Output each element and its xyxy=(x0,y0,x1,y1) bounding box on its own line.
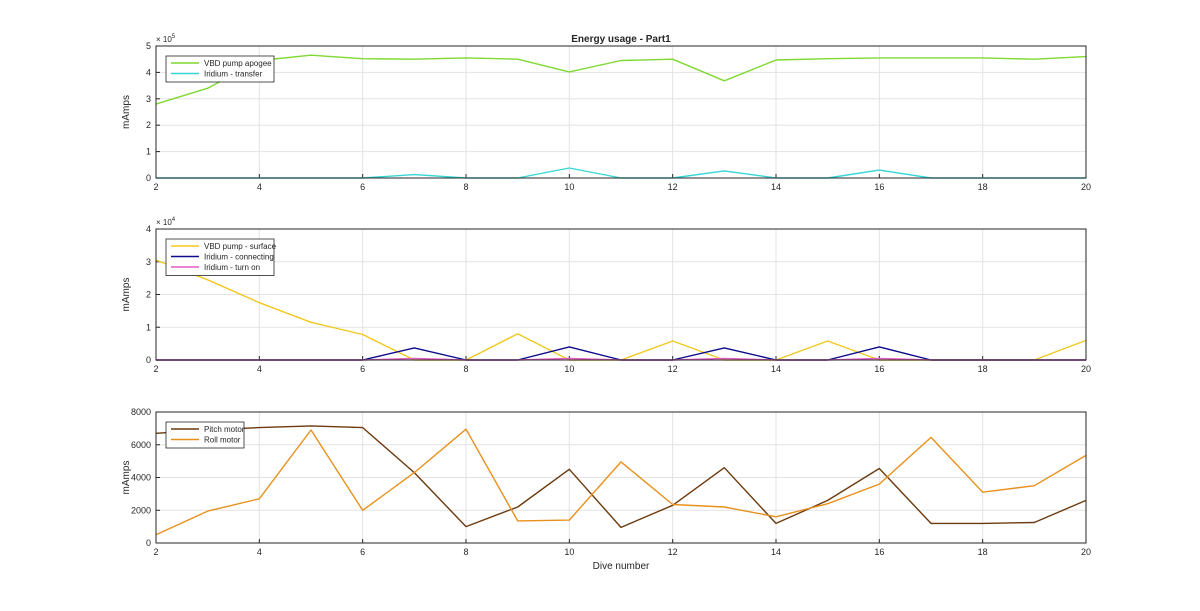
x-tick-label: 20 xyxy=(1081,182,1091,192)
x-tick-label: 6 xyxy=(360,182,365,192)
y-tick-label: 3 xyxy=(146,94,151,104)
x-tick-label: 4 xyxy=(257,547,262,557)
y-tick-label: 1 xyxy=(146,322,151,332)
x-tick-label: 12 xyxy=(668,182,678,192)
x-tick-label: 12 xyxy=(668,547,678,557)
x-tick-label: 10 xyxy=(564,364,574,374)
legend-entry-label: Pitch motor xyxy=(204,425,245,434)
legend-box xyxy=(165,421,245,449)
x-tick-label: 14 xyxy=(771,364,781,374)
x-tick-label: 12 xyxy=(668,364,678,374)
axes-frame xyxy=(155,45,1087,179)
legend-entry-label: VBD pump apogee xyxy=(204,59,272,68)
y-tick-label: 2000 xyxy=(131,505,151,515)
x-tick-label: 2 xyxy=(153,182,158,192)
y-tick-label: 3 xyxy=(146,257,151,267)
x-tick-label: 18 xyxy=(978,182,988,192)
x-tick-label: 20 xyxy=(1081,364,1091,374)
legend-entry-label: Iridium - turn on xyxy=(204,263,260,272)
x-tick-label: 4 xyxy=(257,182,262,192)
x-tick-label: 4 xyxy=(257,364,262,374)
legend: VBD pump - surface Iridium - connectingIr… xyxy=(165,238,277,276)
axes-frame xyxy=(155,411,1087,544)
y-tick-label: 2 xyxy=(146,120,151,130)
x-axis-label: Dive number xyxy=(593,561,650,572)
y-multiplier-exponent: 4 xyxy=(172,217,176,223)
chart-panel-bottom: 2 4 6 8 10 12 14 16 18 20 0 2000 4000 6000 8000 mAmps Di… xyxy=(121,407,1091,572)
series-line-pitch-motor xyxy=(155,425,1087,529)
x-tick-label: 10 xyxy=(564,547,574,557)
y-tick-label: 5 xyxy=(146,41,151,51)
x-tick-label: 6 xyxy=(360,364,365,374)
y-axis-label: mAmps xyxy=(121,461,132,495)
legend-box xyxy=(165,55,275,83)
x-tick-label: 8 xyxy=(463,547,468,557)
legend-entry-label: Roll motor xyxy=(204,436,241,445)
x-tick-label: 6 xyxy=(360,547,365,557)
legend-entry-label: Iridium - transfer xyxy=(204,70,263,79)
y-axis-label: mAmps xyxy=(121,95,132,129)
y-multiplier-label: × 105 xyxy=(156,34,176,44)
y-multiplier-exponent: 5 xyxy=(172,34,176,40)
y-tick-label: 4 xyxy=(146,67,151,77)
legend: VBD pump apogee Iridium - transfer xyxy=(165,55,275,83)
x-tick-label: 10 xyxy=(564,182,574,192)
x-tick-label: 8 xyxy=(463,182,468,192)
y-axis-label: mAmps xyxy=(121,278,132,312)
legend-entry-label: Iridium - connecting xyxy=(204,253,274,262)
x-tick-label: 16 xyxy=(874,364,884,374)
x-tick-label: 2 xyxy=(153,547,158,557)
axes-background xyxy=(156,46,1086,178)
x-tick-label: 2 xyxy=(153,364,158,374)
x-tick-label: 14 xyxy=(771,182,781,192)
series-line-vbd-pump-apogee xyxy=(155,54,1087,105)
chart-title: Energy usage - Part1 xyxy=(571,34,671,45)
y-multiplier-label: × 104 xyxy=(156,217,176,227)
legend: Pitch motor Roll motor xyxy=(165,421,245,449)
x-tick-label: 18 xyxy=(978,547,988,557)
x-tick-label: 16 xyxy=(874,547,884,557)
series-line-roll-motor xyxy=(155,428,1087,536)
legend-entry-label: VBD pump - surface xyxy=(204,242,277,251)
y-tick-label: 0 xyxy=(146,173,151,183)
x-tick-label: 8 xyxy=(463,364,468,374)
y-tick-label: 0 xyxy=(146,538,151,548)
y-tick-label: 4 xyxy=(146,224,151,234)
x-tick-label: 16 xyxy=(874,182,884,192)
y-tick-label: 6000 xyxy=(131,440,151,450)
y-tick-label: 1 xyxy=(146,147,151,157)
y-multiplier-base: × 10 xyxy=(156,35,172,44)
y-tick-label: 4000 xyxy=(131,473,151,483)
y-tick-label: 8000 xyxy=(131,407,151,417)
axes-frame xyxy=(155,228,1087,361)
y-tick-label: 2 xyxy=(146,290,151,300)
x-tick-label: 18 xyxy=(978,364,988,374)
x-tick-label: 14 xyxy=(771,547,781,557)
x-tick-label: 20 xyxy=(1081,547,1091,557)
y-multiplier-base: × 10 xyxy=(156,218,172,227)
y-tick-label: 0 xyxy=(146,355,151,365)
